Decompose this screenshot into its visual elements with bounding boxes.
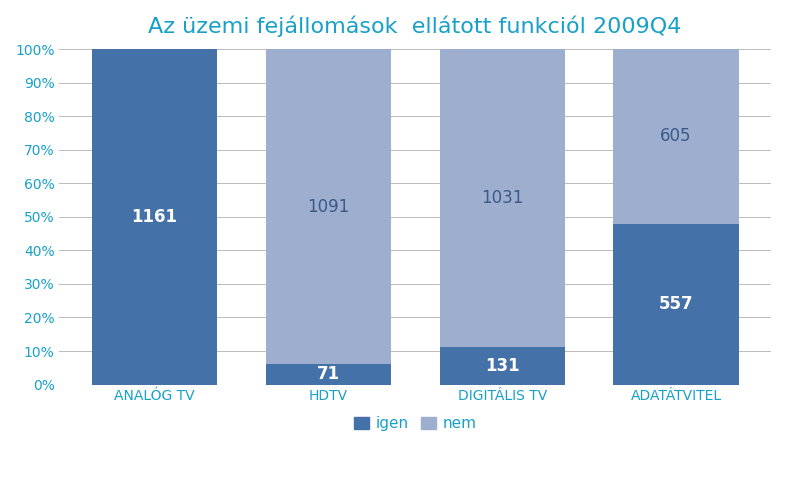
Bar (266, 364, 391, 384)
Text: 1161: 1161 (131, 208, 178, 226)
Text: 557: 557 (659, 295, 693, 313)
Bar (613, 224, 739, 384)
Bar (92, 49, 217, 384)
Text: 131: 131 (485, 356, 520, 375)
Text: 71: 71 (317, 365, 340, 384)
Bar (439, 49, 565, 347)
Title: Az üzemi fejállomások  ellátott funkciól 2009Q4: Az üzemi fejállomások ellátott funkciól … (149, 15, 682, 37)
Text: 1031: 1031 (481, 189, 523, 207)
Text: 605: 605 (660, 128, 692, 145)
Bar (266, 49, 391, 364)
Bar (613, 49, 739, 224)
Text: 1091: 1091 (307, 198, 349, 215)
Bar (439, 347, 565, 384)
Legend: igen, nem: igen, nem (348, 410, 483, 437)
